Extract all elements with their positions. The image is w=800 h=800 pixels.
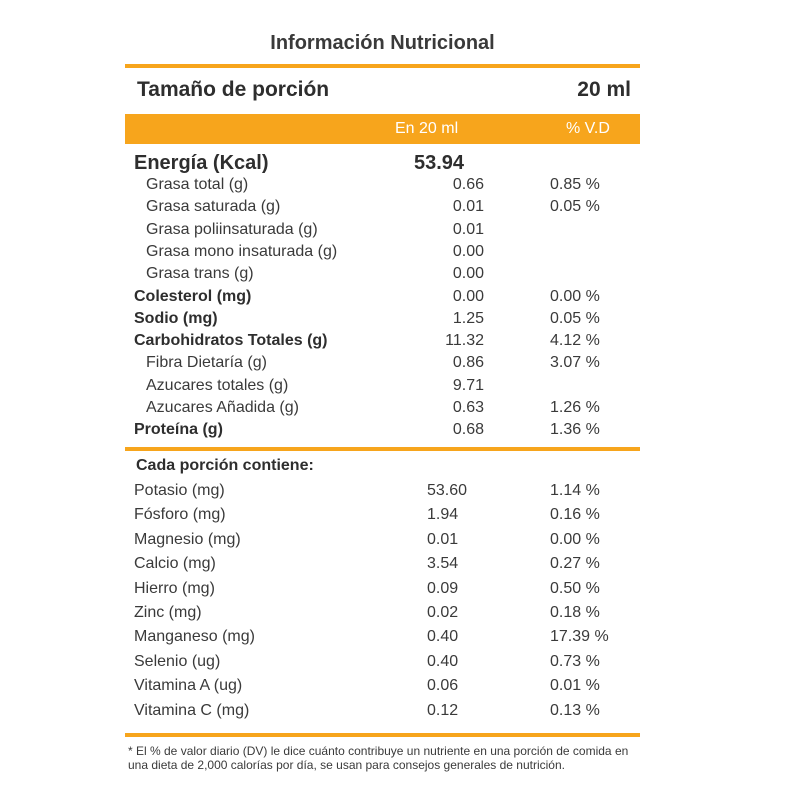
mineral-row: Vitamina A (ug) 0.06 0.01 % bbox=[0, 677, 800, 699]
nutrient-row: Colesterol (mg) 0.00 0.00 % bbox=[0, 288, 800, 310]
nutrient-row: Fibra Dietaría (g) 0.86 3.07 % bbox=[0, 354, 800, 376]
energy-label: Energía (Kcal) bbox=[134, 152, 269, 174]
nutrient-dv: 0.00 % bbox=[550, 287, 600, 305]
mineral-amount: 0.01 bbox=[427, 530, 459, 548]
footnote: * El % de valor diario (DV) le dice cuán… bbox=[128, 744, 629, 772]
nutrient-row: Grasa saturada (g) 0.01 0.05 % bbox=[0, 198, 800, 220]
mineral-row: Fósforo (mg) 1.94 0.16 % bbox=[0, 506, 800, 528]
nutrient-row: Proteína (g) 0.68 1.36 % bbox=[0, 421, 800, 443]
mineral-dv: 0.18 % bbox=[550, 604, 600, 621]
nutrient-amount: 0.68 bbox=[452, 421, 484, 439]
mineral-dv: 1.14 % bbox=[550, 482, 600, 499]
mineral-dv: 0.01 % bbox=[550, 677, 600, 695]
mineral-amount: 0.12 bbox=[427, 701, 459, 719]
mineral-amount: 0.40 bbox=[427, 652, 459, 670]
nutrient-row: Grasa trans (g) 0.00 bbox=[0, 265, 800, 287]
nutrient-dv: 0.85 % bbox=[550, 176, 600, 193]
mineral-amount: 0.40 bbox=[427, 628, 459, 646]
mineral-row: Selenio (ug) 0.40 0.73 % bbox=[0, 653, 800, 675]
mineral-label: Calcio (mg) bbox=[134, 555, 216, 573]
nutrient-dv: 1.36 % bbox=[550, 421, 600, 439]
serving-size-label: Tamaño de porción bbox=[137, 78, 330, 101]
nutrient-label: Azucares totales (g) bbox=[146, 376, 289, 394]
nutrient-label: Grasa trans (g) bbox=[146, 265, 254, 283]
nutrient-amount: 0.63 bbox=[452, 399, 484, 416]
nutrient-label: Colesterol (mg) bbox=[134, 287, 252, 305]
nutrient-amount: 9.71 bbox=[452, 376, 484, 394]
minerals-section-title: Cada porción contiene: bbox=[136, 457, 314, 474]
mineral-row: Hierro (mg) 0.09 0.50 % bbox=[0, 580, 800, 602]
label-title: Información Nutricional bbox=[270, 32, 495, 54]
mineral-dv: 17.39 % bbox=[550, 628, 609, 646]
mineral-amount: 1.94 bbox=[427, 506, 459, 524]
nutrient-row: Azucares Añadida (g) 0.63 1.26 % bbox=[0, 399, 800, 421]
nutrient-amount: 0.86 bbox=[452, 354, 484, 372]
nutrient-row: Carbohidratos Totales (g) 11.32 4.12 % bbox=[0, 332, 800, 354]
mineral-label: Selenio (ug) bbox=[134, 652, 221, 670]
mineral-row: Magnesio (mg) 0.01 0.00 % bbox=[0, 531, 800, 553]
nutrient-dv: 0.05 % bbox=[550, 198, 600, 216]
top-divider bbox=[125, 64, 640, 68]
mineral-dv: 0.73 % bbox=[550, 652, 600, 670]
nutrient-row: Grasa poliinsaturada (g) 0.01 bbox=[0, 221, 800, 243]
mineral-row: Manganeso (mg) 0.40 17.39 % bbox=[0, 628, 800, 650]
mineral-label: Hierro (mg) bbox=[134, 579, 215, 597]
nutrient-dv: 4.12 % bbox=[550, 332, 600, 350]
mineral-label: Fósforo (mg) bbox=[134, 506, 226, 524]
nutrient-dv: 0.05 % bbox=[550, 309, 600, 327]
mineral-row: Potasio (mg) 53.60 1.14 % bbox=[0, 482, 800, 504]
mineral-amount: 0.09 bbox=[427, 579, 459, 597]
nutrient-row: Grasa mono insaturada (g) 0.00 bbox=[0, 243, 800, 265]
amount-column-header: En 20 ml bbox=[395, 120, 459, 137]
nutrient-label: Azucares Añadida (g) bbox=[146, 399, 299, 416]
nutrient-label: Carbohidratos Totales (g) bbox=[134, 332, 328, 350]
mineral-label: Vitamina A (ug) bbox=[134, 677, 243, 695]
mineral-label: Vitamina C (mg) bbox=[134, 701, 250, 719]
mineral-dv: 0.50 % bbox=[550, 579, 600, 597]
mineral-dv: 0.16 % bbox=[550, 506, 600, 524]
nutrient-dv: 3.07 % bbox=[550, 354, 600, 372]
mineral-amount: 3.54 bbox=[427, 555, 459, 573]
nutrient-label: Grasa poliinsaturada (g) bbox=[146, 220, 318, 238]
nutrient-label: Fibra Dietaría (g) bbox=[146, 354, 267, 372]
column-header-band: En 20 ml % V.D bbox=[125, 114, 640, 144]
nutrient-amount: 1.25 bbox=[452, 309, 484, 327]
bottom-divider bbox=[125, 733, 640, 737]
mineral-label: Magnesio (mg) bbox=[134, 530, 241, 548]
energy-value: 53.94 bbox=[414, 152, 465, 174]
nutrient-amount: 0.00 bbox=[452, 265, 484, 283]
mineral-row: Vitamina C (mg) 0.12 0.13 % bbox=[0, 702, 800, 724]
mineral-dv: 0.27 % bbox=[550, 555, 600, 573]
mineral-dv: 0.00 % bbox=[550, 530, 600, 548]
serving-size-value: 20 ml bbox=[577, 78, 631, 101]
nutrient-row: Sodio (mg) 1.25 0.05 % bbox=[0, 310, 800, 332]
mineral-label: Manganeso (mg) bbox=[134, 628, 255, 646]
nutrient-row: Grasa total (g) 0.66 0.85 % bbox=[0, 176, 800, 198]
dv-column-header: % V.D bbox=[566, 120, 610, 137]
mineral-label: Potasio (mg) bbox=[134, 482, 225, 499]
nutrient-label: Grasa mono insaturada (g) bbox=[146, 242, 338, 260]
nutrient-amount: 0.00 bbox=[452, 242, 484, 260]
nutrient-label: Grasa total (g) bbox=[146, 176, 249, 193]
mineral-amount: 53.60 bbox=[427, 482, 468, 499]
nutrient-amount: 0.00 bbox=[452, 287, 484, 305]
serving-size-row: Tamaño de porción 20 ml bbox=[137, 78, 631, 108]
nutrient-amount: 0.01 bbox=[452, 198, 484, 216]
nutrient-amount: 0.01 bbox=[452, 220, 484, 238]
mineral-dv: 0.13 % bbox=[550, 701, 600, 719]
nutrient-label: Sodio (mg) bbox=[134, 309, 218, 327]
nutrient-amount: 0.66 bbox=[452, 176, 484, 193]
nutrient-label: Grasa saturada (g) bbox=[146, 198, 281, 216]
mineral-amount: 0.02 bbox=[427, 604, 459, 621]
mineral-amount: 0.06 bbox=[427, 677, 459, 695]
energy-row: Energía (Kcal) 53.94 bbox=[134, 152, 614, 178]
mineral-row: Zinc (mg) 0.02 0.18 % bbox=[0, 604, 800, 626]
middle-divider bbox=[125, 447, 640, 451]
nutrient-dv: 1.26 % bbox=[550, 399, 600, 416]
nutrient-label: Proteína (g) bbox=[134, 421, 223, 439]
nutrient-row: Azucares totales (g) 9.71 bbox=[0, 377, 800, 399]
mineral-row: Calcio (mg) 3.54 0.27 % bbox=[0, 555, 800, 577]
nutrient-amount: 11.32 bbox=[445, 332, 484, 350]
mineral-label: Zinc (mg) bbox=[134, 604, 202, 621]
